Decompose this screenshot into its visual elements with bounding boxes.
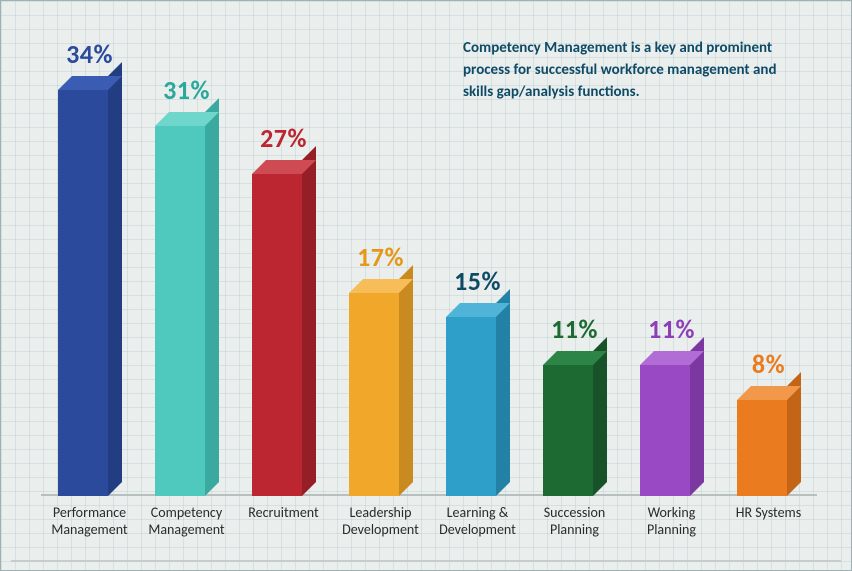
bar-value-label: 31%	[163, 74, 210, 106]
bar-face-front	[446, 317, 496, 496]
bar-face-front	[543, 365, 593, 496]
bar-value-label: 11%	[551, 313, 598, 345]
x-axis-label: Working Planning	[623, 504, 720, 538]
bar-shape	[349, 293, 399, 496]
x-axis-label: Succession Planning	[526, 504, 623, 538]
bar-face-side	[108, 62, 122, 496]
x-axis-labels: Performance ManagementCompetency Managem…	[41, 504, 817, 552]
bar-face-side	[205, 98, 219, 496]
bar-4: 17%	[332, 253, 429, 496]
bar-face-side	[302, 146, 316, 496]
bar-5: 15%	[429, 277, 526, 496]
bar-7: 11%	[623, 325, 720, 496]
bar-value-label: 15%	[454, 265, 501, 297]
bar-shape	[446, 317, 496, 496]
bar-face-side	[399, 265, 413, 496]
x-axis-label: HR Systems	[720, 504, 817, 521]
bar-shape	[155, 126, 205, 496]
bar-face-front	[737, 400, 787, 496]
bar-value-label: 11%	[648, 313, 695, 345]
bar-face-front	[640, 365, 690, 496]
chart-plot-area: 34%31%27%17%15%11%11%8%	[41, 66, 817, 496]
x-axis-label: Recruitment	[235, 504, 332, 521]
bar-face-front	[155, 126, 205, 496]
bar-shape	[543, 365, 593, 496]
bar-face-side	[496, 289, 510, 496]
footer-divider	[11, 560, 841, 562]
bar-value-label: 34%	[66, 38, 113, 70]
x-axis-label: Competency Management	[138, 504, 235, 538]
bar-value-label: 17%	[357, 241, 404, 273]
bar-6: 11%	[526, 325, 623, 496]
bar-2: 31%	[138, 86, 235, 496]
bar-value-label: 27%	[260, 122, 307, 154]
bar-1: 34%	[41, 50, 138, 496]
bar-shape	[58, 90, 108, 496]
x-axis-label: Learning & Development	[429, 504, 526, 538]
chart-stage: Competency Management is a key and promi…	[0, 0, 852, 571]
bar-shape	[252, 174, 302, 496]
x-axis-label: Performance Management	[41, 504, 138, 538]
x-axis-label: Leadership Development	[332, 504, 429, 538]
bar-value-label: 8%	[752, 348, 785, 380]
bar-shape	[737, 400, 787, 496]
bar-face-front	[58, 90, 108, 496]
bar-3: 27%	[235, 134, 332, 496]
bar-face-front	[349, 293, 399, 496]
bar-shape	[640, 365, 690, 496]
bar-8: 8%	[720, 360, 817, 496]
bar-face-front	[252, 174, 302, 496]
